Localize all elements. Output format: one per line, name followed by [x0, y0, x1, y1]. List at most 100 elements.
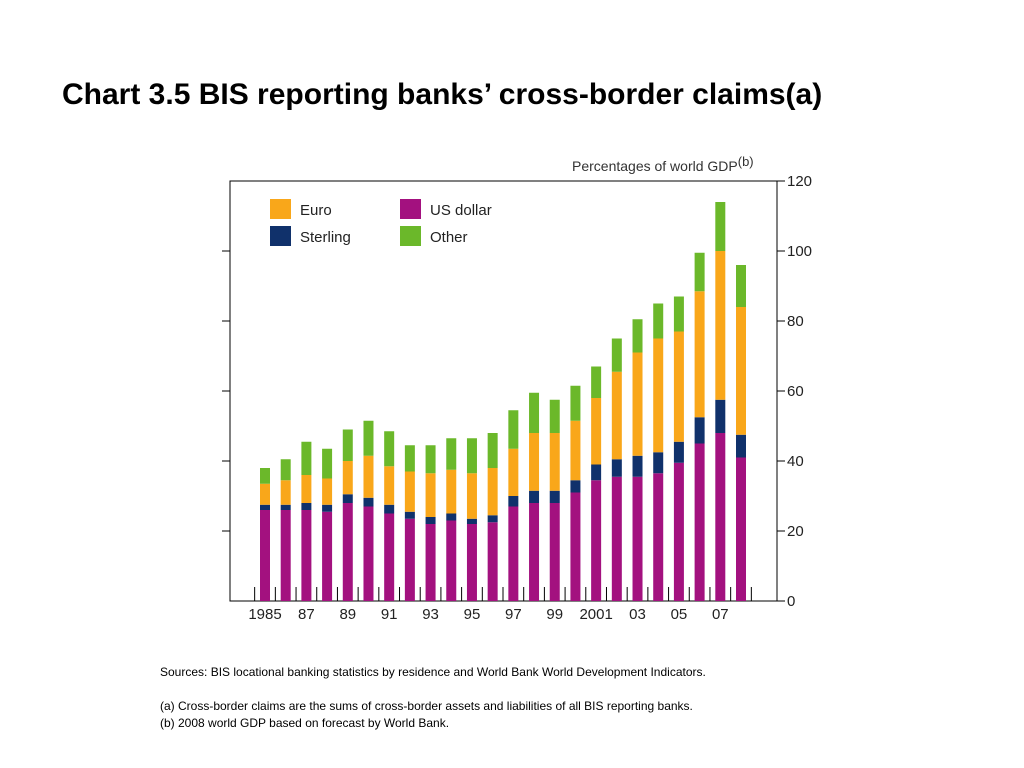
bar-sterling-1996 — [487, 515, 498, 523]
bar-sterling-1997 — [508, 496, 519, 507]
x-tick-label: 95 — [464, 606, 481, 623]
bar-sterling-1985 — [260, 504, 270, 510]
bar-euro-1997 — [508, 448, 519, 496]
bar-euro-2003 — [632, 352, 643, 456]
legend-swatch-us-dollar — [400, 199, 421, 219]
bar-us-dollar-1992 — [404, 518, 415, 601]
bar-euro-2004 — [653, 338, 664, 453]
y-tick-label: 60 — [787, 383, 804, 400]
bar-euro-2000 — [570, 420, 581, 481]
bar-euro-1989 — [342, 461, 353, 495]
bar-sterling-1986 — [280, 504, 291, 510]
x-tick-label: 97 — [505, 606, 522, 623]
bar-sterling-2007 — [715, 399, 726, 433]
bar-us-dollar-1997 — [508, 506, 519, 601]
bar-sterling-2005 — [673, 441, 684, 463]
bar-other-1988 — [322, 448, 333, 479]
bar-other-1986 — [280, 459, 291, 481]
bar-sterling-1994 — [446, 513, 457, 521]
bar-sterling-1989 — [342, 494, 353, 503]
footnote-b: (b) 2008 world GDP based on forecast by … — [160, 716, 450, 730]
bar-euro-2006 — [694, 291, 705, 418]
bar-sterling-2004 — [653, 452, 664, 474]
bar-us-dollar-2000 — [570, 492, 581, 601]
bar-sterling-2002 — [611, 459, 622, 477]
bar-other-1999 — [549, 399, 560, 433]
bar-us-dollar-1985 — [260, 510, 270, 601]
bar-euro-1996 — [487, 468, 498, 516]
bar-euro-2005 — [673, 331, 684, 442]
bar-other-1994 — [446, 438, 457, 470]
bars — [260, 202, 746, 601]
unit-footnote-marker: (b) — [738, 154, 754, 169]
bar-us-dollar-2008 — [736, 457, 746, 601]
bar-us-dollar-1990 — [363, 506, 374, 601]
bar-sterling-2001 — [591, 464, 602, 481]
sources-text: Sources: BIS locational banking statisti… — [160, 665, 706, 679]
bar-sterling-1992 — [404, 511, 415, 519]
bar-other-1995 — [466, 438, 477, 474]
bar-euro-1991 — [384, 466, 395, 505]
chart-notes: Sources: BIS locational banking statisti… — [160, 664, 706, 732]
y-tick-label: 20 — [787, 523, 804, 540]
bar-other-1989 — [342, 429, 353, 461]
bar-us-dollar-2003 — [632, 476, 643, 601]
bar-euro-1990 — [363, 455, 374, 498]
bar-euro-2001 — [591, 398, 602, 465]
legend-label-us-dollar: US dollar — [430, 202, 492, 219]
bar-sterling-1999 — [549, 490, 560, 503]
x-tick-label: 89 — [339, 606, 356, 623]
x-tick-label: 91 — [381, 606, 398, 623]
legend-label-other: Other — [430, 229, 468, 246]
bar-us-dollar-2002 — [611, 476, 622, 601]
stacked-bar-chart: Percentages of world GDP(b) 0 20 40 60 80 100… — [222, 154, 812, 623]
bar-other-2008 — [736, 265, 746, 307]
bar-sterling-1988 — [322, 504, 333, 512]
bar-us-dollar-2004 — [653, 473, 664, 601]
bar-other-1990 — [363, 420, 374, 456]
bar-us-dollar-2006 — [694, 443, 705, 601]
bar-other-1991 — [384, 431, 395, 467]
x-tick-label: 03 — [629, 606, 646, 623]
bar-sterling-1998 — [529, 490, 540, 503]
legend-swatch-other — [400, 226, 421, 246]
bar-us-dollar-1998 — [529, 503, 540, 601]
bar-euro-1992 — [404, 471, 415, 512]
bar-euro-1993 — [425, 473, 436, 517]
bar-us-dollar-1994 — [446, 520, 457, 601]
bar-sterling-2003 — [632, 455, 643, 477]
bar-us-dollar-1988 — [322, 511, 333, 601]
bar-other-2007 — [715, 202, 726, 251]
bar-sterling-1991 — [384, 504, 395, 514]
bar-us-dollar-1999 — [549, 503, 560, 601]
bar-euro-1994 — [446, 469, 457, 514]
bar-us-dollar-1995 — [466, 524, 477, 601]
bar-other-1993 — [425, 445, 436, 474]
bar-us-dollar-2001 — [591, 480, 602, 601]
bar-us-dollar-1986 — [280, 510, 291, 601]
bar-euro-1987 — [301, 475, 312, 503]
bar-us-dollar-1991 — [384, 513, 395, 601]
bar-other-2003 — [632, 319, 643, 353]
bar-other-2002 — [611, 338, 622, 372]
y-tick-label: 100 — [787, 243, 812, 260]
bar-other-2004 — [653, 303, 664, 339]
x-tick-label: 07 — [712, 606, 729, 623]
bar-other-1985 — [260, 468, 270, 484]
bar-other-2001 — [591, 366, 602, 398]
bar-other-1992 — [404, 445, 415, 472]
page-title: Chart 3.5 BIS reporting banks’ cross-bor… — [62, 78, 823, 111]
legend-swatch-sterling — [270, 226, 291, 246]
legend-label-euro: Euro — [300, 202, 332, 219]
bar-other-1997 — [508, 410, 519, 449]
bar-other-1998 — [529, 392, 540, 433]
y-tick-label: 80 — [787, 313, 804, 330]
y-tick-label: 0 — [787, 593, 795, 610]
y-axis-unit-label: Percentages of world GDP(b) — [572, 154, 754, 174]
footnote-a: (a) Cross-border claims are the sums of … — [160, 699, 693, 713]
bar-us-dollar-1996 — [487, 522, 498, 601]
axis-ticks: 0 20 40 60 80 100 120 1985 87 89 91 93 95 97 99 2001 03 0… — [222, 173, 812, 623]
bar-euro-1998 — [529, 433, 540, 491]
bar-other-1987 — [301, 441, 312, 475]
bar-sterling-1995 — [466, 518, 477, 524]
